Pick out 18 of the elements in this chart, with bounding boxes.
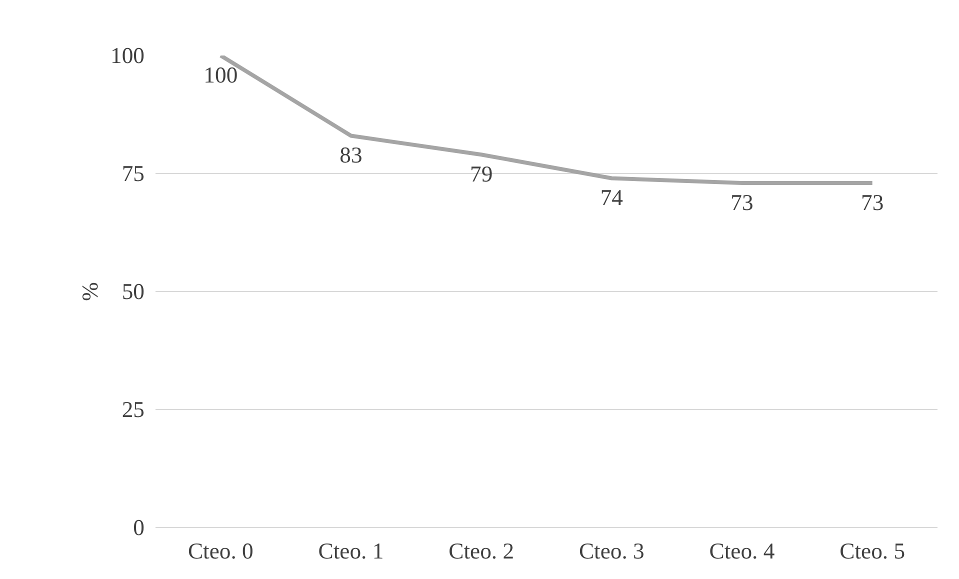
data-label: 74 bbox=[600, 185, 623, 210]
y-tick-label: 75 bbox=[122, 161, 144, 186]
data-label: 100 bbox=[204, 62, 238, 88]
y-tick-label: 25 bbox=[122, 397, 144, 422]
data-label: 73 bbox=[730, 190, 754, 215]
y-tick-label: 100 bbox=[110, 43, 144, 68]
x-tick-label: Cteo. 3 bbox=[578, 538, 644, 564]
x-tick-label: Cteo. 4 bbox=[709, 538, 775, 564]
data-label: 73 bbox=[861, 190, 884, 215]
y-axis-title: % bbox=[78, 282, 103, 301]
x-tick-label: Cteo. 5 bbox=[840, 538, 906, 564]
y-tick-label: 50 bbox=[122, 279, 144, 304]
x-tick-label: Cteo. 1 bbox=[318, 538, 384, 564]
y-tick-label: 0 bbox=[133, 515, 144, 540]
x-tick-label: Cteo. 2 bbox=[448, 538, 514, 564]
data-label: 79 bbox=[470, 162, 493, 187]
x-tick-label: Cteo. 0 bbox=[188, 538, 254, 564]
data-label: 83 bbox=[340, 142, 362, 168]
